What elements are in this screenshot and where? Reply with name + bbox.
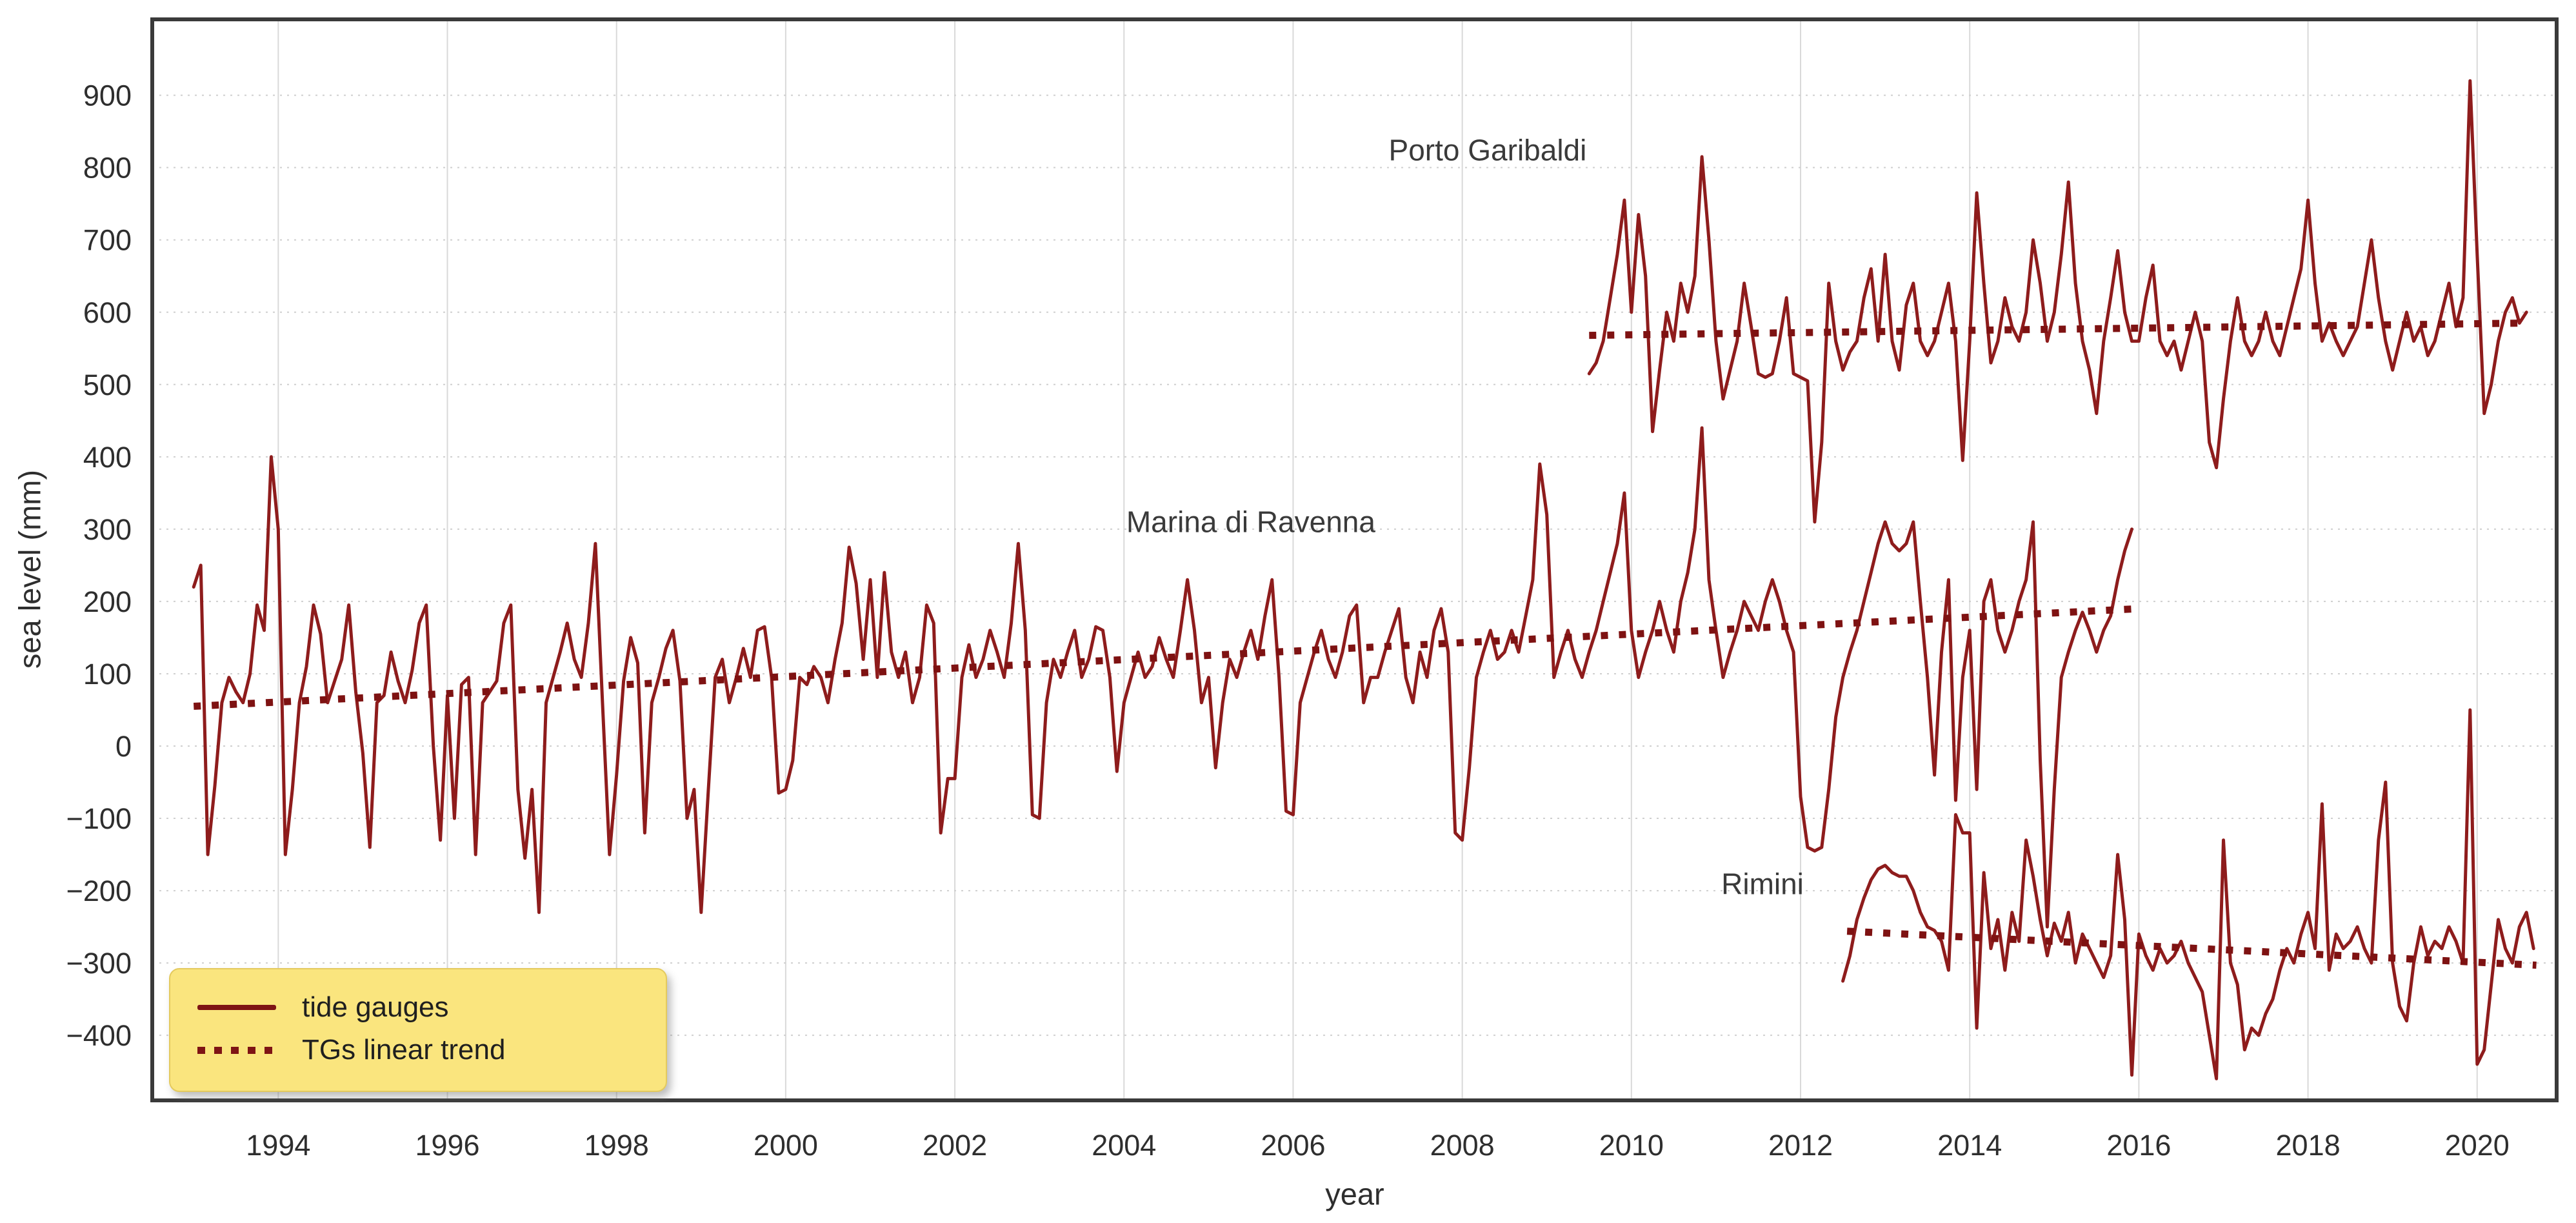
y-tick-label: 500 bbox=[83, 369, 132, 401]
x-tick-label: 2012 bbox=[1768, 1129, 1833, 1162]
legend: tide gauges TGs linear trend bbox=[169, 968, 667, 1092]
y-tick-label: 800 bbox=[83, 152, 132, 185]
y-axis-title: sea level (mm) bbox=[12, 469, 47, 669]
x-axis-title: year bbox=[1325, 1177, 1384, 1211]
x-tick-label: 2020 bbox=[2445, 1129, 2510, 1162]
series-line-marina-di-ravenna bbox=[192, 426, 2133, 929]
y-tick-label: 900 bbox=[83, 79, 132, 112]
y-tick-label: 0 bbox=[115, 730, 132, 763]
x-tick-label: 2016 bbox=[2106, 1129, 2171, 1162]
x-tick-label: 2010 bbox=[1599, 1129, 1664, 1162]
legend-entry-tgs-linear-trend: TGs linear trend bbox=[197, 1029, 639, 1071]
legend-label: tide gauges bbox=[302, 991, 449, 1023]
y-tick-label: 200 bbox=[83, 585, 132, 618]
x-tick-label: 2004 bbox=[1092, 1129, 1156, 1162]
x-tick-label: 2000 bbox=[754, 1129, 818, 1162]
plot-frame bbox=[150, 17, 2559, 1102]
trend-line-rimini bbox=[1846, 927, 2537, 969]
y-tick-label: 100 bbox=[83, 658, 132, 691]
x-tick-label: 1996 bbox=[415, 1129, 479, 1162]
series-line-rimini bbox=[1841, 708, 2535, 1080]
y-tick-label: −400 bbox=[66, 1019, 132, 1052]
legend-solid-line-icon bbox=[197, 1005, 276, 1010]
x-tick-label: 2006 bbox=[1261, 1129, 1325, 1162]
series-label-marina-di-ravenna: Marina di Ravenna bbox=[1126, 505, 1376, 538]
legend-label: TGs linear trend bbox=[302, 1034, 506, 1066]
legend-dotted-line-icon bbox=[197, 1046, 276, 1054]
series-line-porto-garibaldi bbox=[1587, 79, 2528, 524]
y-tick-label: 400 bbox=[83, 441, 132, 474]
legend-entry-tide-gauges: tide gauges bbox=[197, 986, 639, 1029]
y-tick-label: 300 bbox=[83, 513, 132, 546]
trend-line-porto-garibaldi bbox=[1589, 319, 2528, 339]
x-tick-label: 1994 bbox=[246, 1129, 310, 1162]
x-tick-label: 2008 bbox=[1430, 1129, 1495, 1162]
y-tick-label: 600 bbox=[83, 296, 132, 329]
series-label-porto-garibaldi: Porto Garibaldi bbox=[1389, 133, 1587, 167]
y-tick-label: −300 bbox=[66, 947, 132, 980]
x-tick-label: 2002 bbox=[923, 1129, 987, 1162]
y-tick-label: −100 bbox=[66, 802, 132, 835]
y-tick-label: 700 bbox=[83, 224, 132, 257]
x-tick-label: 1998 bbox=[584, 1129, 649, 1162]
x-tick-label: 2014 bbox=[1937, 1129, 2002, 1162]
x-tick-label: 2018 bbox=[2276, 1129, 2341, 1162]
series-label-rimini: Rimini bbox=[1721, 867, 1804, 901]
y-tick-label: −200 bbox=[66, 874, 132, 907]
